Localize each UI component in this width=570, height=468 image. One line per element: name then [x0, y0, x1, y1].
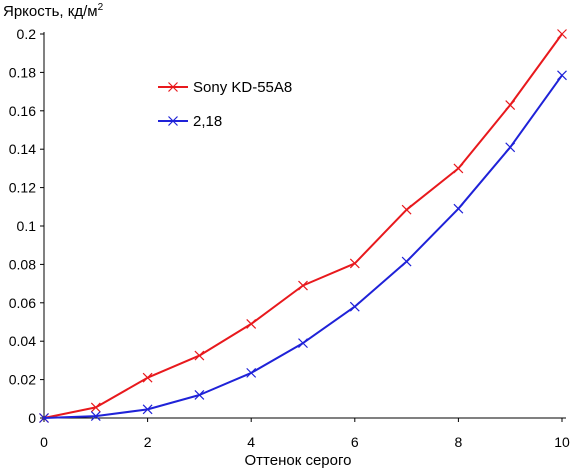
- y-tick-label: 0.2: [17, 26, 37, 42]
- data-point: [90, 411, 101, 422]
- y-tick-label: 0.12: [9, 180, 36, 196]
- data-point: [246, 318, 257, 329]
- data-point: [505, 142, 516, 153]
- series-2: [39, 70, 567, 423]
- x-axis-title: Оттенок серого: [245, 452, 352, 468]
- x-tick-label: 10: [554, 434, 570, 450]
- y-tick-label: 0: [28, 410, 36, 426]
- data-point: [90, 402, 101, 413]
- data-point: [349, 258, 360, 269]
- data-point: [401, 204, 412, 215]
- y-tick-label: 0.16: [9, 103, 36, 119]
- y-tick-label: 0.08: [9, 256, 36, 272]
- data-point: [194, 390, 205, 400]
- x-tick-label: 8: [455, 434, 463, 450]
- data-point: [298, 280, 308, 291]
- legend-marker: [168, 116, 178, 126]
- legend-marker: [168, 82, 178, 92]
- x-tick-label: 4: [247, 434, 255, 450]
- legend-item: Sony KD-55A8: [158, 79, 292, 96]
- data-point: [246, 367, 257, 378]
- series-1: [39, 29, 567, 423]
- legend-label: Sony KD-55A8: [193, 79, 292, 96]
- y-tick-label: 0.04: [9, 333, 36, 349]
- data-point: [557, 29, 567, 39]
- series-line: [43, 74, 563, 419]
- axes: 0 0.02 0.04 0.06 0.08 0.1 0.12 0.14 0.16 0.18 0.2 0…: [9, 26, 570, 450]
- y-axis-title-superscript: 2: [98, 2, 104, 13]
- data-point: [557, 70, 567, 81]
- data-point: [142, 372, 153, 383]
- data-point: [505, 100, 516, 110]
- legend-item: 2,18: [158, 113, 222, 130]
- y-tick-label: 0.02: [9, 372, 36, 388]
- series-line: [43, 33, 563, 419]
- x-tick-label: 6: [351, 434, 359, 450]
- data-point: [401, 256, 412, 267]
- x-tick-label: 2: [144, 434, 152, 450]
- y-axis-title-text: Яркость, кд/м: [3, 3, 98, 20]
- y-tick-label: 0.18: [9, 64, 36, 80]
- data-point: [194, 350, 205, 361]
- data-point: [142, 404, 153, 415]
- data-point: [39, 413, 49, 423]
- series-layer: [39, 29, 567, 423]
- legend: Sony KD-55A8 2,18: [158, 79, 292, 130]
- x-tick-label: 0: [40, 434, 48, 450]
- data-point: [298, 338, 308, 349]
- legend-label: 2,18: [193, 113, 222, 130]
- data-point: [453, 163, 464, 174]
- data-point: [349, 301, 360, 312]
- y-tick-label: 0.06: [9, 295, 36, 311]
- y-axis-title: Яркость, кд/м2: [3, 2, 104, 20]
- y-tick-label: 0.14: [9, 141, 36, 157]
- data-point: [453, 203, 464, 214]
- y-tick-label: 0.1: [17, 218, 37, 234]
